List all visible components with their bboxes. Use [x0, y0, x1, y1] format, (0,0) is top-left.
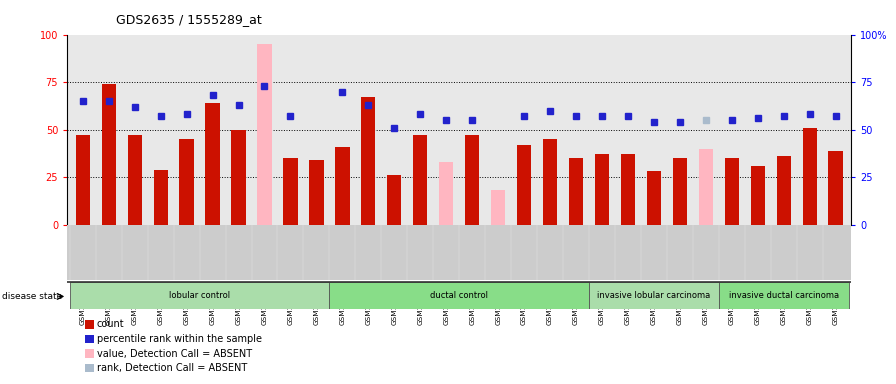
Bar [335, 147, 349, 225]
Bar [309, 160, 323, 225]
Text: rank, Detection Call = ABSENT: rank, Detection Call = ABSENT [97, 363, 247, 373]
Bar [647, 171, 661, 225]
Bar [153, 169, 168, 225]
Bar [595, 154, 609, 225]
Text: value, Detection Call = ABSENT: value, Detection Call = ABSENT [97, 349, 252, 359]
Bar [231, 130, 246, 225]
Bar [751, 166, 765, 225]
Bar [283, 158, 297, 225]
Bar [517, 145, 531, 225]
Bar [465, 135, 479, 225]
Text: GDS2635 / 1555289_at: GDS2635 / 1555289_at [116, 13, 263, 26]
Bar [725, 158, 739, 225]
Bar [543, 139, 557, 225]
FancyBboxPatch shape [589, 282, 719, 309]
Bar [101, 84, 116, 225]
Text: lobular control: lobular control [169, 291, 230, 300]
Bar [491, 190, 505, 225]
Bar [387, 175, 401, 225]
Bar [777, 156, 791, 225]
Text: count: count [97, 319, 125, 329]
Bar [439, 162, 453, 225]
Bar [673, 158, 687, 225]
Text: disease state: disease state [2, 292, 62, 301]
Bar [179, 139, 194, 225]
Bar [257, 44, 271, 225]
FancyBboxPatch shape [70, 282, 330, 309]
Bar [569, 158, 583, 225]
Text: ductal control: ductal control [430, 291, 488, 300]
Text: invasive ductal carcinoma: invasive ductal carcinoma [728, 291, 839, 300]
Bar [621, 154, 635, 225]
Bar [699, 149, 713, 225]
Text: invasive lobular carcinoma: invasive lobular carcinoma [598, 291, 711, 300]
FancyBboxPatch shape [330, 282, 589, 309]
Bar [413, 135, 427, 225]
Text: percentile rank within the sample: percentile rank within the sample [97, 334, 262, 344]
Bar [829, 151, 843, 225]
Bar [75, 135, 90, 225]
FancyBboxPatch shape [719, 282, 849, 309]
Bar [127, 135, 142, 225]
Bar [803, 128, 817, 225]
Bar [205, 103, 220, 225]
Bar [361, 97, 375, 225]
